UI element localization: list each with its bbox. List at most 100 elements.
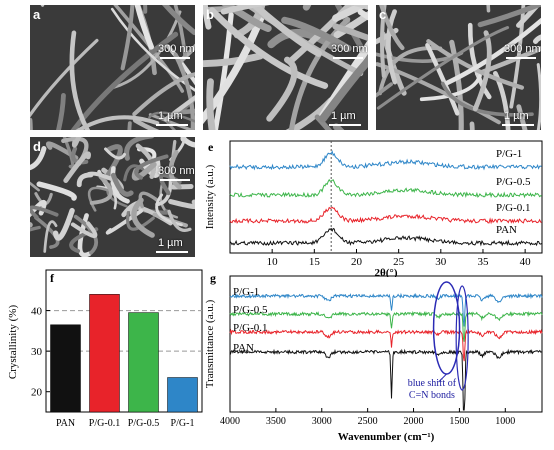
xrd-series-p-g-1 — [229, 149, 542, 171]
fiber-strand — [467, 22, 492, 100]
fiber-strand — [380, 5, 387, 78]
ftir-x-tick-label: 2000 — [404, 416, 424, 427]
fiber-strand — [69, 30, 91, 130]
fiber-strand — [70, 31, 179, 130]
fiber-strand — [379, 5, 405, 51]
fiber-strand — [30, 181, 40, 192]
fiber-strand — [281, 16, 352, 52]
fiber-strand — [167, 209, 192, 232]
fiber-strand — [516, 104, 528, 130]
ftir-highlight-ellipse — [432, 281, 461, 375]
bar-p-g-0-1 — [89, 294, 120, 413]
xrd-series-label: P/G-0.1 — [496, 202, 531, 214]
fiber-strand — [131, 197, 155, 238]
ftir-series-p-g-0-1 — [229, 328, 543, 362]
fiber-strand — [134, 5, 154, 50]
fiber-strand — [203, 5, 212, 30]
xrd-series-p-g-0-1 — [229, 206, 542, 225]
panel-label-b: b — [206, 7, 214, 22]
sem-image-b — [203, 5, 368, 130]
fiber-strand — [85, 171, 117, 183]
xrd-x-tick-label: 20 — [351, 256, 363, 268]
bar-y-tick-label: 30 — [31, 346, 43, 358]
fiber-strand — [148, 113, 195, 130]
fiber-strand — [334, 5, 368, 61]
bar-p-g-0-5 — [128, 312, 159, 413]
bar-y-tick-label: 40 — [31, 306, 43, 318]
fiber-strand — [124, 137, 155, 161]
fiber-strand — [110, 166, 130, 204]
fiber-strand — [266, 56, 298, 122]
inset-scale-label-b: 300 nm — [331, 43, 368, 55]
panel-label-d: d — [33, 139, 41, 154]
main-scale-bar-d — [156, 251, 188, 253]
sem-image-a — [30, 5, 195, 130]
fiber-strand — [469, 121, 475, 130]
fiber-strand — [71, 137, 82, 148]
fiber-strand — [532, 34, 541, 44]
inset-scale-label-a: 300 nm — [158, 43, 195, 55]
ftir-series-label: P/G-1 — [233, 286, 259, 298]
ftir-x-tick-label: 3000 — [312, 416, 332, 427]
fiber-strand — [120, 5, 135, 71]
ftir-x-axis-label: Wavenumber (cm⁻¹) — [338, 431, 435, 443]
fiber-strand — [332, 23, 368, 42]
fiber-strand — [206, 78, 216, 130]
fiber-strand — [221, 5, 272, 32]
fiber-strand — [104, 147, 126, 160]
fiber-strand — [132, 117, 160, 130]
fiber-strand — [161, 5, 195, 36]
main-scale-label-d: 1 µm — [158, 237, 183, 249]
fiber-strand — [52, 207, 75, 241]
xrd-x-tick-label: 40 — [520, 256, 532, 268]
sem-panel-d: d 300 nm 1 µm — [30, 137, 195, 257]
ftir-annotation-arrow — [438, 373, 447, 383]
sem-panel-b: b 300 nm 1 µm — [203, 5, 368, 130]
fiber-strand — [168, 150, 182, 190]
inset-scale-bar-d — [160, 179, 190, 181]
ftir-series-pan — [229, 348, 543, 411]
fiber-strand — [376, 26, 510, 110]
fiber-strand — [87, 186, 110, 212]
fiber-strand — [166, 44, 195, 86]
inset-scale-bar-c — [506, 57, 536, 59]
ftir-series-label: P/G-0.5 — [233, 304, 268, 316]
fiber-strand — [63, 151, 91, 183]
fiber-strand — [123, 164, 148, 182]
fiber-strand — [285, 97, 335, 130]
fiber-strand — [163, 95, 195, 122]
fiber-strand — [70, 221, 98, 239]
bar-category-label: P/G-0.1 — [89, 418, 120, 429]
sem-image-c — [376, 5, 541, 130]
bar-category-label: P/G-1 — [171, 418, 195, 429]
bar-category-label: P/G-0.5 — [128, 418, 159, 429]
bar-y-axis-label: Crystallinity (%) — [7, 305, 19, 380]
ftir-annotation-text: blue shift of — [408, 378, 457, 389]
fiber-strand — [449, 39, 464, 130]
fiber-strand — [134, 154, 169, 180]
ftir-series-label: P/G-0.1 — [233, 322, 268, 334]
xrd-series-label: P/G-1 — [496, 148, 522, 160]
fiber-strand — [30, 225, 41, 232]
fiber-strand — [173, 5, 187, 57]
ftir-series-label: PAN — [233, 342, 254, 354]
sem-panel-c: c 300 nm 1 µm — [376, 5, 541, 130]
xrd-x-tick-label: 30 — [435, 256, 447, 268]
fiber-strand — [168, 199, 195, 210]
fiber-strand — [111, 10, 182, 90]
fiber-strand — [110, 172, 134, 197]
main-scale-label-b: 1 µm — [331, 110, 356, 122]
panel-label-a: a — [33, 7, 41, 22]
fiber-strand — [180, 137, 195, 148]
main-scale-bar-a — [156, 124, 188, 126]
panel-label-f: f — [50, 271, 55, 285]
fiber-strand — [173, 52, 195, 130]
fiber-strand — [386, 9, 398, 85]
xrd-x-axis-label: 2θ(°) — [375, 267, 398, 277]
ftir-chart: P/G-1 P/G-0.5 P/G-0.1 PAN blue shift ofC=N b… — [204, 271, 543, 443]
inset-scale-label-c: 300 nm — [504, 43, 541, 55]
ftir-highlight-ellipse — [455, 285, 469, 391]
xrd-series-label: P/G-0.5 — [496, 176, 531, 188]
ftir-x-tick-label: 1000 — [495, 416, 515, 427]
fiber-strand — [43, 220, 58, 253]
